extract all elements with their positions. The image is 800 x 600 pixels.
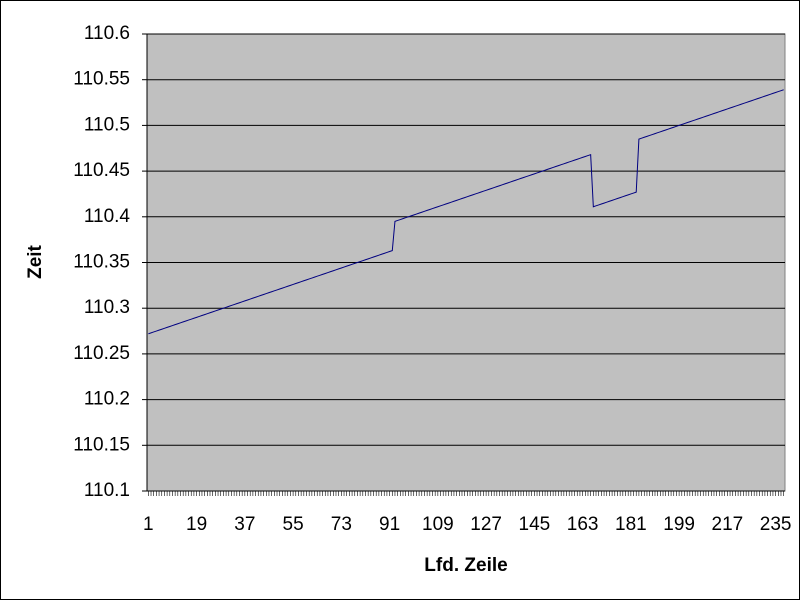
- y-tick-label: 110.55: [73, 69, 130, 90]
- y-tick-label: 110.15: [73, 434, 130, 455]
- y-tick-label: 110.3: [84, 297, 130, 318]
- data-line: [148, 89, 784, 335]
- x-tick-label: 37: [234, 514, 255, 535]
- x-tick-label: 127: [470, 514, 502, 535]
- x-axis-label: Lfd. Zeile: [424, 555, 507, 576]
- y-tick-label: 110.45: [73, 160, 130, 181]
- y-axis-label: Zeit: [25, 244, 46, 278]
- x-tick-label: 163: [567, 514, 599, 535]
- x-tick-label: 91: [379, 514, 400, 535]
- x-tick-label: 199: [663, 514, 695, 535]
- x-tick-label: 235: [760, 514, 792, 535]
- y-tick-label: 110.6: [84, 23, 130, 44]
- y-tick-label: 110.35: [73, 252, 130, 273]
- x-tick-label: 73: [331, 514, 352, 535]
- x-tick-label: 181: [615, 514, 647, 535]
- y-tick-label: 110.4: [84, 206, 131, 227]
- x-tick-label: 1: [143, 514, 154, 535]
- x-tick-label: 217: [712, 514, 744, 535]
- x-tick-label: 55: [283, 514, 304, 535]
- x-tick-label: 19: [186, 514, 207, 535]
- x-tick-label: 145: [519, 514, 551, 535]
- y-tick-label: 110.5: [84, 114, 130, 135]
- x-tick-label: 109: [422, 514, 454, 535]
- y-tick-label: 110.25: [73, 343, 130, 364]
- y-tick-label: 110.1: [84, 480, 130, 501]
- y-tick-label: 110.2: [84, 389, 130, 410]
